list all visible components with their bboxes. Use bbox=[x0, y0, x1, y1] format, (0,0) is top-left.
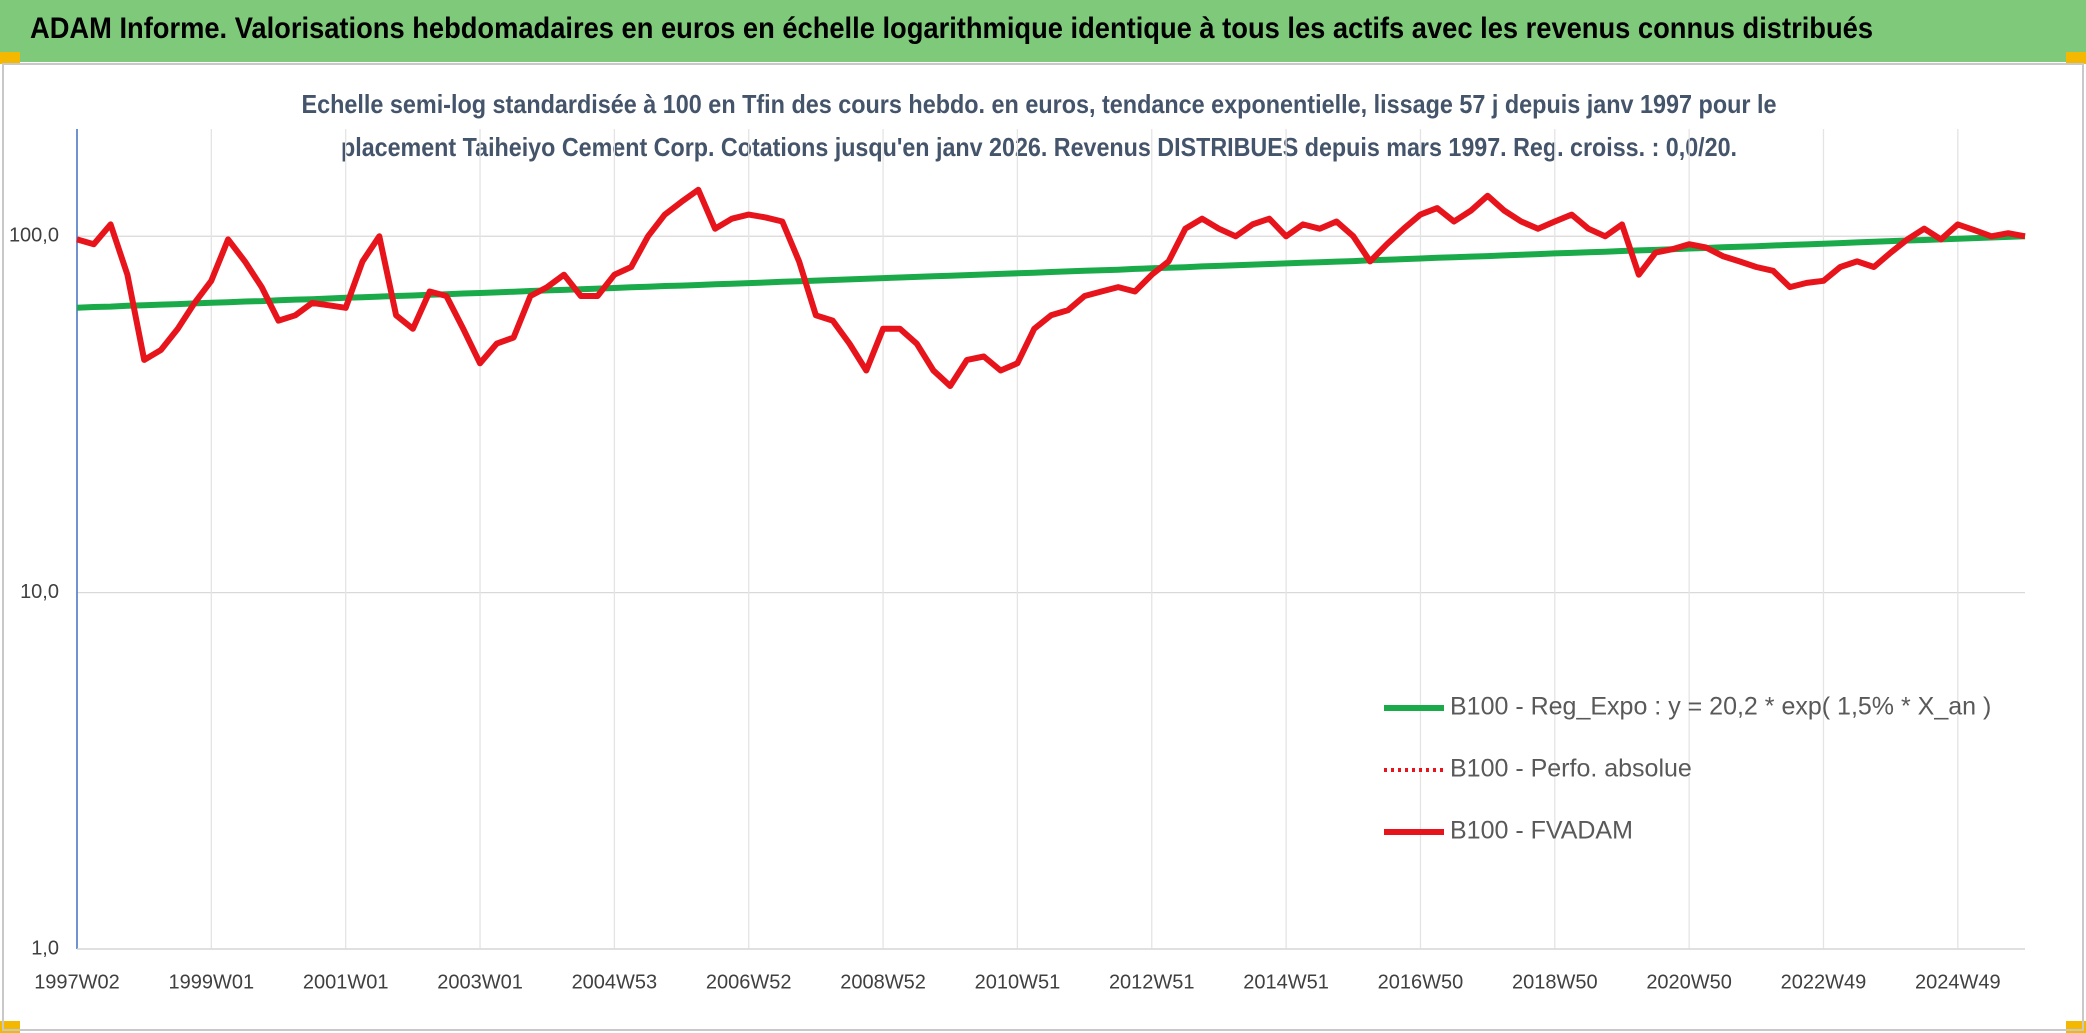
x-tick-label: 2006W52 bbox=[706, 971, 792, 993]
legend-label: B100 - FVADAM bbox=[1450, 817, 1633, 845]
y-tick-label: 100,0 bbox=[9, 225, 59, 247]
x-tick-label: 2010W51 bbox=[975, 971, 1061, 993]
x-tick-label: 2024W49 bbox=[1915, 971, 2001, 993]
x-tick-label: 2022W49 bbox=[1781, 971, 1867, 993]
chart-subtitle: placement Taiheiyo Cement Corp. Cotation… bbox=[341, 132, 1737, 162]
header-bar bbox=[0, 0, 2086, 62]
x-tick-label: 2003W01 bbox=[437, 971, 523, 993]
x-tick-label: 2004W53 bbox=[572, 971, 658, 993]
y-tick-label: 1,0 bbox=[31, 937, 59, 959]
x-tick-label: 1999W01 bbox=[169, 971, 255, 993]
plot-area: 1,0 10,0 100,0 1997W02 1999W01 2001W01 2003W01… bbox=[9, 129, 2026, 993]
legend-label: B100 - Perfo. absolue bbox=[1450, 755, 1692, 783]
x-tick-label: 2020W50 bbox=[1646, 971, 1732, 993]
x-tick-label: 2016W50 bbox=[1378, 971, 1464, 993]
series-line bbox=[76, 186, 2026, 389]
x-tick-label: 1997W02 bbox=[34, 971, 120, 993]
x-tick-label: 2008W52 bbox=[840, 971, 926, 993]
x-tick-label: 2014W51 bbox=[1243, 971, 1329, 993]
x-tick-label: 2012W51 bbox=[1109, 971, 1195, 993]
x-tick-label: 2018W50 bbox=[1512, 971, 1598, 993]
legend-label: B100 - Reg_Expo : y = 20,2 * exp( 1,5% *… bbox=[1450, 693, 1991, 721]
y-tick-label: 10,0 bbox=[20, 581, 59, 603]
corner bbox=[0, 52, 20, 64]
frame bbox=[2, 63, 2084, 1031]
chart-subtitle: Echelle semi-log standardisée à 100 en T… bbox=[302, 89, 1777, 119]
x-tick-label: 2001W01 bbox=[303, 971, 389, 993]
corner bbox=[2066, 52, 2086, 64]
chart-title: ADAM Informe. Valorisations hebdomadaire… bbox=[30, 12, 1873, 45]
